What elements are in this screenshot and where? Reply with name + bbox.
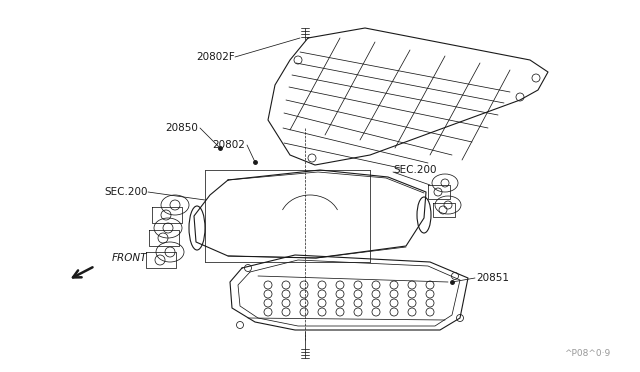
Text: 20802F: 20802F: [196, 52, 235, 62]
Text: FRONT: FRONT: [112, 253, 147, 263]
Text: SEC.200: SEC.200: [393, 165, 436, 175]
Text: SEC.200: SEC.200: [104, 187, 148, 197]
Text: ^P08^0·9: ^P08^0·9: [564, 349, 610, 358]
Text: 20850: 20850: [165, 123, 198, 133]
Text: 20851: 20851: [476, 273, 509, 283]
Text: 20802: 20802: [212, 140, 245, 150]
